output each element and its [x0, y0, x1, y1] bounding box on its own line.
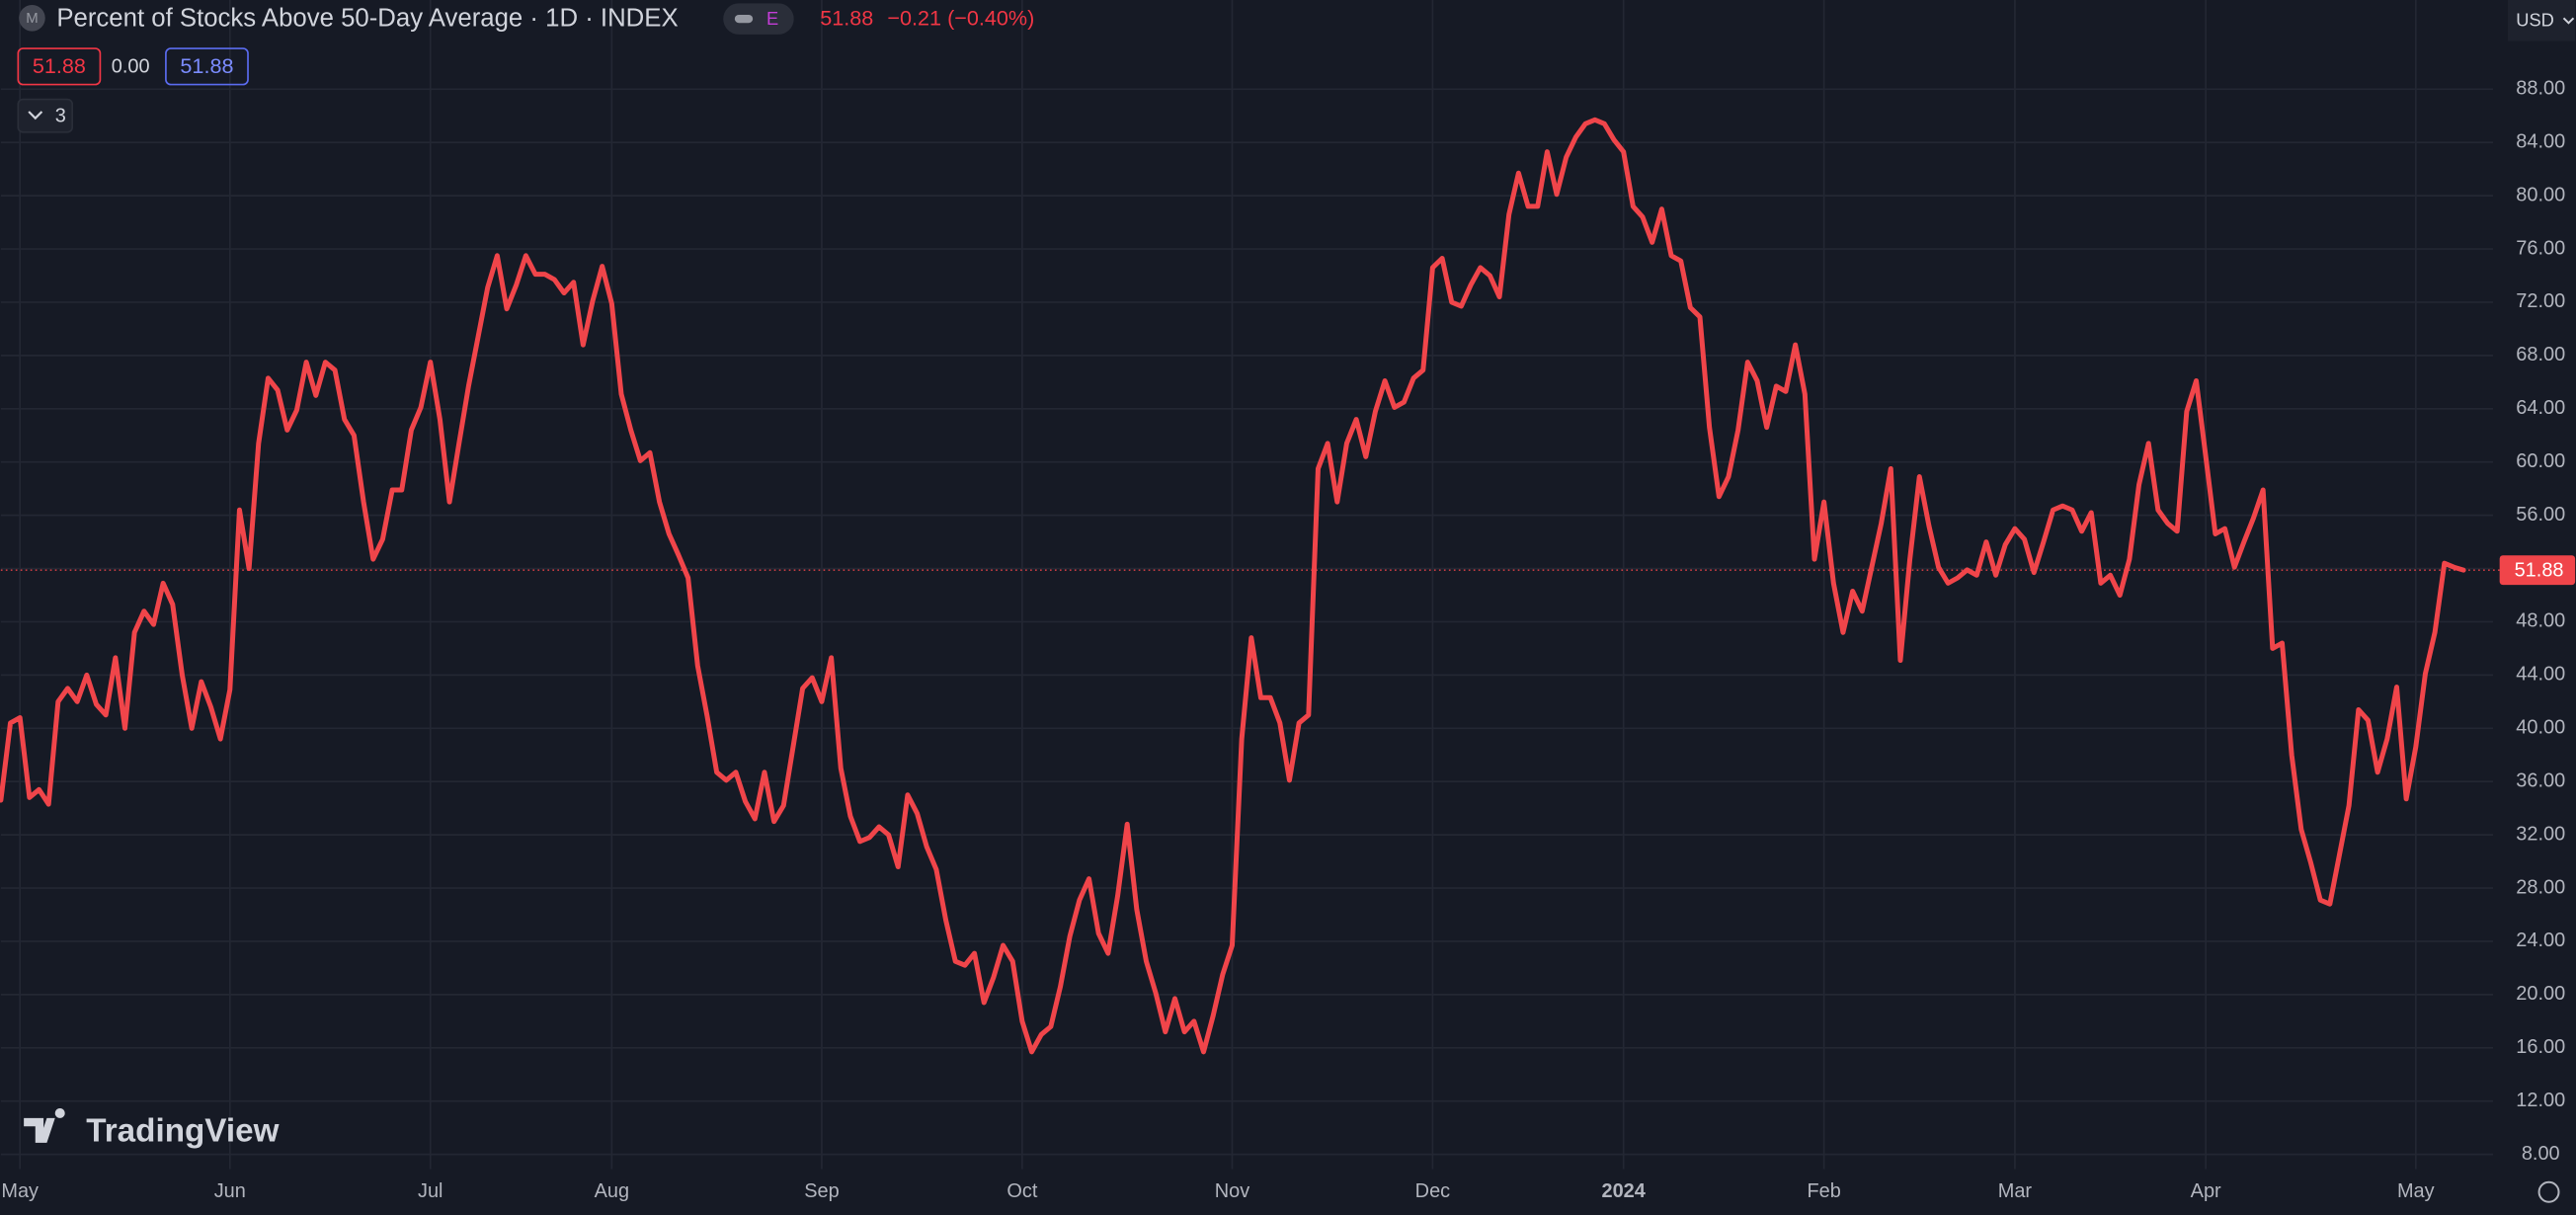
last-price-label: 51.88: [2515, 559, 2564, 581]
y-tick-label: 44.00: [2516, 664, 2565, 686]
y-tick-label: 56.00: [2516, 504, 2565, 526]
indicator-count: 3: [55, 105, 66, 126]
legend-value: 0.00: [112, 55, 150, 77]
badge-dot: [734, 14, 754, 24]
chevron: [28, 111, 43, 121]
legend-box: [17, 47, 102, 86]
y-tick-label: 32.00: [2516, 823, 2565, 845]
exchange-badge: E: [766, 8, 778, 29]
y-tick-label: 16.00: [2516, 1036, 2565, 1058]
y-tick-label: 80.00: [2516, 184, 2565, 205]
chevron: [2562, 17, 2575, 25]
x-tick-label: Feb: [1807, 1180, 1840, 1202]
indicator-toggle[interactable]: [17, 98, 73, 133]
settings-icon[interactable]: [2537, 1180, 2560, 1203]
x-tick-label: Jul: [418, 1180, 443, 1202]
x-tick-label: Mar: [1998, 1180, 2033, 1202]
x-tick-label: Aug: [595, 1180, 629, 1202]
legend-box: [165, 47, 249, 86]
y-tick-label: 48.00: [2516, 610, 2565, 632]
x-tick-label: Apr: [2191, 1180, 2221, 1202]
y-tick-label: 8.00: [2522, 1143, 2560, 1165]
legend-value: 51.88: [180, 53, 233, 78]
x-tick-label: 2024: [1602, 1180, 1646, 1202]
x-tick-label: May: [2397, 1180, 2435, 1202]
x-tick-label: Jun: [214, 1180, 246, 1202]
y-tick-label: 84.00: [2516, 130, 2565, 152]
change: −0.21 (−0.40%): [887, 6, 1034, 31]
currency-box[interactable]: [2507, 0, 2576, 41]
y-tick-label: 64.00: [2516, 397, 2565, 419]
x-tick-label: Nov: [1215, 1180, 1249, 1202]
x-tick-label: Oct: [1006, 1180, 1037, 1202]
badge[interactable]: [723, 3, 794, 35]
last-value: 51.88: [820, 6, 873, 31]
symbol-icon: [19, 4, 45, 32]
y-tick-label: 40.00: [2516, 717, 2565, 739]
y-tick-label: 12.00: [2516, 1090, 2565, 1111]
currency: USD: [2516, 9, 2554, 30]
y-tick-label: 72.00: [2516, 290, 2565, 312]
y-tick-label: 20.00: [2516, 983, 2565, 1005]
y-tick-label: 68.00: [2516, 344, 2565, 365]
last-price-tag: [2499, 555, 2576, 586]
y-tick-label: 88.00: [2516, 78, 2565, 100]
symbol-icon-letter: M: [26, 10, 38, 27]
chart-title: Percent of Stocks Above 50-Day Average ·…: [56, 5, 678, 33]
plot: 51.88: [0, 117, 2576, 1055]
data-line: [0, 117, 2466, 1055]
y-tick-label: 60.00: [2516, 450, 2565, 472]
y-tick-label: 76.00: [2516, 237, 2565, 259]
y-tick-label: 24.00: [2516, 930, 2565, 951]
logo: [24, 1107, 65, 1143]
y-tick-label: 36.00: [2516, 770, 2565, 791]
x-tick-label: May: [1, 1180, 39, 1202]
x-tick-label: Sep: [804, 1180, 839, 1202]
y-tick-label: 28.00: [2516, 876, 2565, 898]
watermark: TradingView: [86, 1113, 279, 1150]
x-tick-label: Dec: [1415, 1180, 1450, 1202]
legend-value: 51.88: [33, 53, 86, 78]
